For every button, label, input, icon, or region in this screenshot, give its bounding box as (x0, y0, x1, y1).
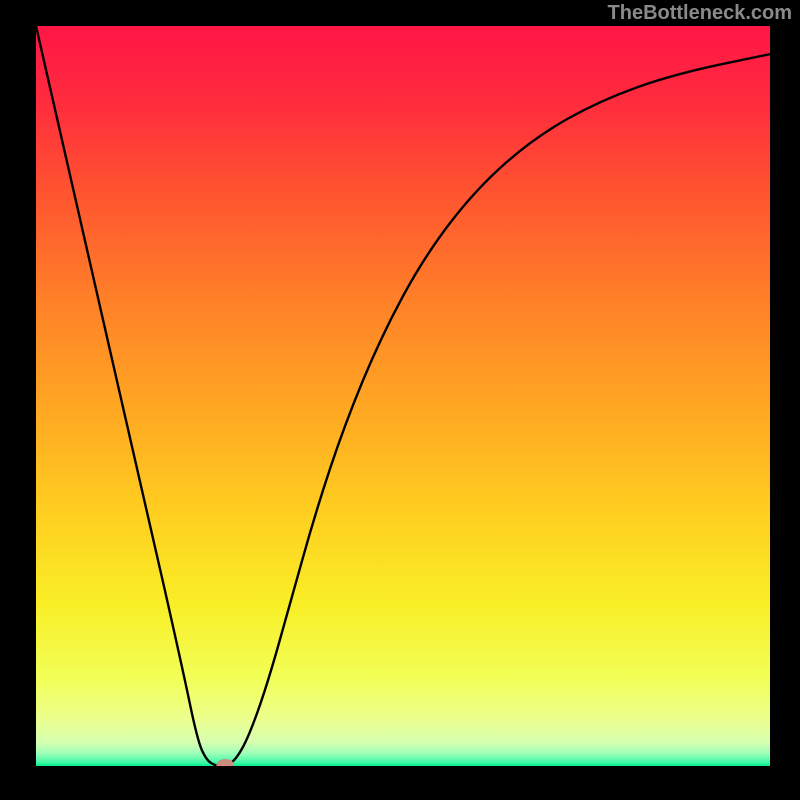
chart-svg (36, 26, 770, 766)
bottleneck-chart (36, 26, 770, 766)
watermark-text: TheBottleneck.com (608, 2, 792, 25)
